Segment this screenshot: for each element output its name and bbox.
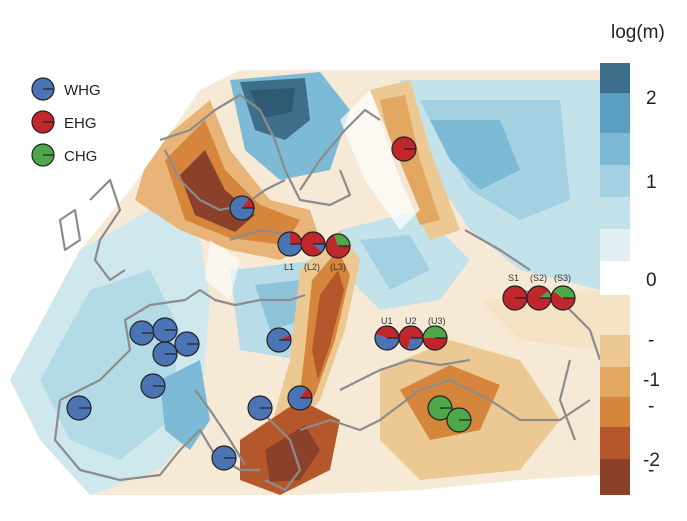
colorbar-tick-minus-1: -1 (643, 370, 660, 391)
sample-pie-france-4 (152, 341, 178, 367)
sample-pie-balkans (287, 385, 313, 411)
pie-slice-ehg (551, 290, 575, 310)
site-label-S2: (S2) (530, 273, 547, 283)
sample-pie-france-2 (152, 317, 178, 343)
sample-pie-hungary (266, 327, 292, 353)
colorbar-swatch (600, 427, 630, 459)
pie-slice-chg (553, 286, 575, 298)
site-label-S3: (S3) (554, 273, 571, 283)
sample-pie-S3 (550, 285, 576, 311)
sample-pie-U3 (422, 325, 448, 351)
site-label-S1: S1 (508, 273, 519, 283)
colorbar-swatch (600, 261, 630, 295)
sample-pie-sicily (211, 445, 237, 471)
legend-label-chg: CHG (64, 148, 97, 165)
sample-pie-U2 (398, 325, 424, 351)
pie-slice-whg (313, 244, 325, 253)
colorbar: log(m) 2 1 0 - -1 - -2 - (600, 22, 665, 495)
sample-pie-U1 (374, 325, 400, 351)
colorbar-tick-minus-2: -2 (643, 450, 660, 471)
sample-pie-caucasus-2 (446, 407, 472, 433)
sample-pie-karelia (391, 136, 417, 162)
colorbar-tick-minus-1-5: - (648, 396, 654, 417)
colorbar-swatch (600, 367, 630, 397)
sample-pie-ireland-west (66, 395, 92, 421)
colorbar-swatch (600, 229, 630, 261)
colorbar-tick-1: 1 (646, 172, 657, 193)
site-label-U1: U1 (381, 316, 393, 326)
colorbar-swatch (600, 335, 630, 367)
colorbar-swatch (600, 63, 630, 93)
legend-pie-whg (31, 77, 55, 101)
legend-pie-ehg (31, 110, 55, 134)
colorbar-swatch (600, 133, 630, 165)
migration-surface (10, 70, 600, 495)
colorbar-tick-0: 0 (646, 270, 657, 291)
sample-pie-france-south (140, 373, 166, 399)
sample-pie-caucasus-1 (427, 395, 453, 421)
colorbar-swatch (600, 397, 630, 427)
colorbar-swatch (600, 93, 630, 133)
site-label-L3: (L3) (330, 262, 346, 272)
sample-pie-sweden (229, 195, 255, 221)
sample-pie-L1 (277, 231, 303, 257)
pie-slice-ehg (375, 325, 399, 338)
legend: WHG EHG CHG (31, 77, 101, 167)
sample-pie-S2 (526, 285, 552, 311)
legend-pie-chg (31, 143, 55, 167)
colorbar-tick-minus-2-5: - (648, 460, 654, 481)
pie-slice-chg (334, 234, 350, 246)
sample-pie-L2 (300, 231, 326, 257)
legend-label-ehg: EHG (64, 115, 97, 132)
colorbar-swatch (600, 165, 630, 197)
sample-pie-france-1 (129, 320, 155, 346)
pie-slice-ehg (279, 334, 291, 340)
pie-slice-ehg (423, 338, 447, 350)
colorbar-tick-2: 2 (646, 88, 657, 109)
pie-slice-whg (407, 338, 423, 351)
colorbar-swatch (600, 459, 630, 495)
colorbar-swatch (600, 197, 630, 229)
legend-label-whg: WHG (64, 82, 101, 99)
colorbar-title: log(m) (611, 22, 665, 43)
sample-pies (66, 136, 576, 471)
sample-pie-italy (247, 395, 273, 421)
pie-slice-chg (423, 326, 447, 338)
colorbar-swatch (600, 295, 630, 335)
site-label-L2: (L2) (304, 262, 320, 272)
site-label-L1: L1 (284, 262, 294, 272)
site-label-U3: (U3) (428, 316, 446, 326)
sample-pie-france-3 (174, 331, 200, 357)
colorbar-tick-minus-half: - (648, 330, 654, 351)
site-label-U2: U2 (405, 316, 417, 326)
sample-pie-S1 (502, 285, 528, 311)
pie-slice-chg (539, 290, 551, 298)
pie-slice-ehg (290, 232, 302, 244)
sample-pie-L3 (325, 233, 351, 259)
site-labels: L1 (L2) (L3) U1 U2 (U3) S1 (S2) (S3) (284, 262, 571, 326)
